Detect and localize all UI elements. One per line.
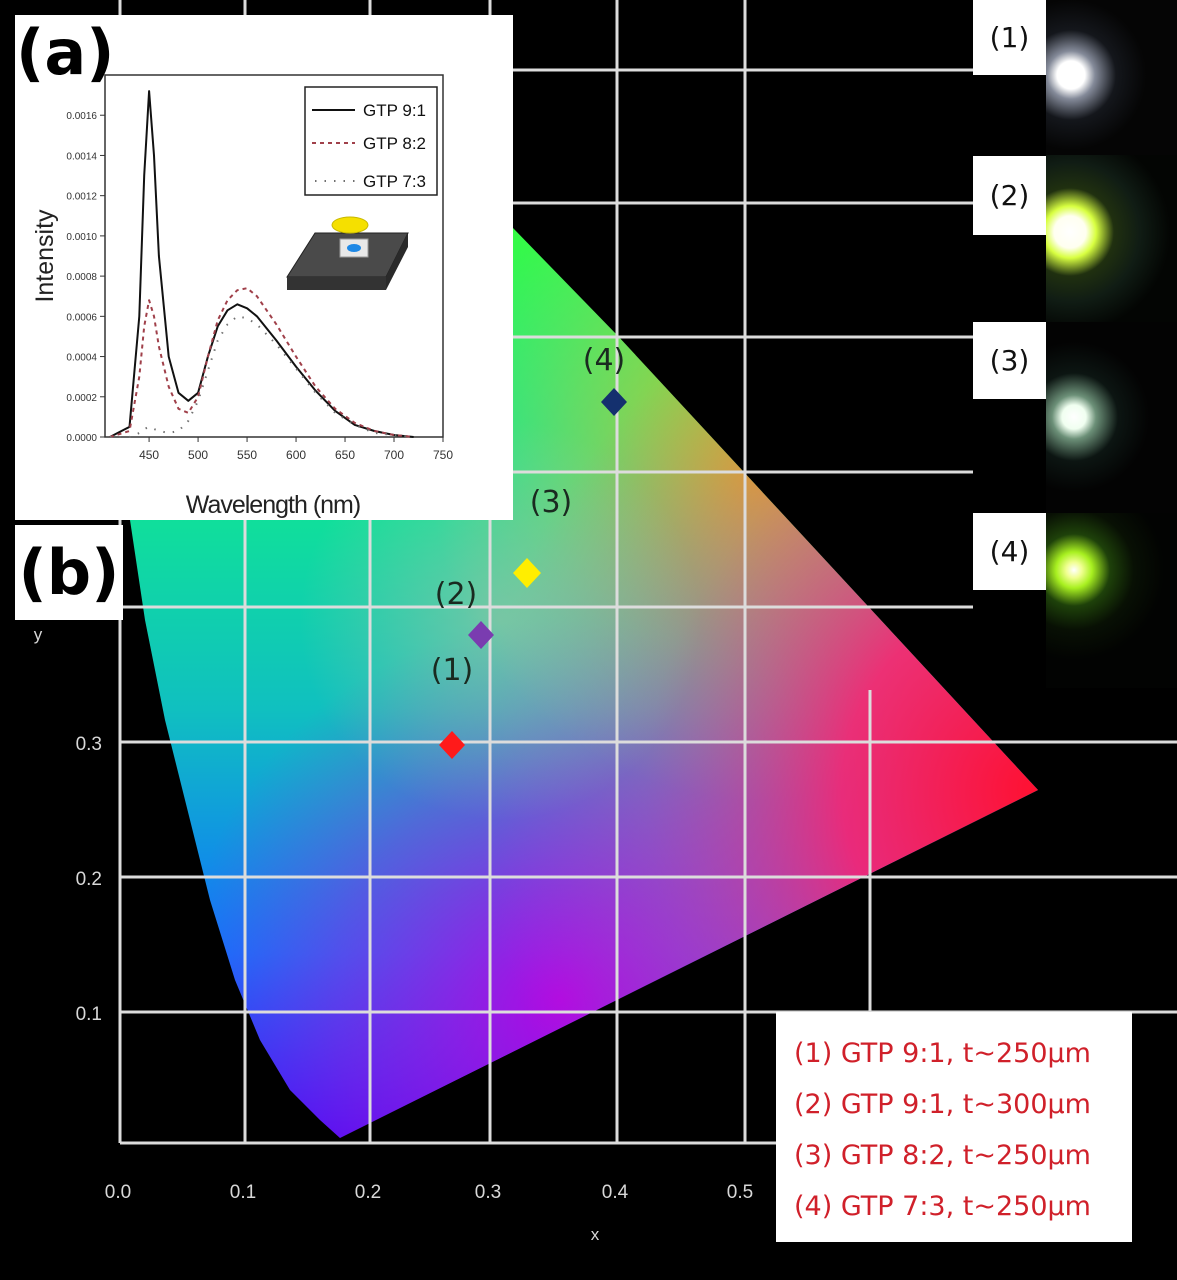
spectrum-line-3: [109, 315, 414, 438]
point-4-diamond: [601, 388, 627, 416]
led-label-4: (4): [973, 513, 1046, 590]
inset-y-label: Intensity: [31, 209, 59, 303]
sample-legend: (1) GTP 9:1, t~250μm (2) GTP 9:1, t~300μ…: [776, 1012, 1132, 1242]
spectrum-lines: [109, 90, 414, 438]
led-photo-3: [1046, 322, 1177, 513]
point-1-diamond: [439, 731, 465, 759]
point-3-label: (3): [530, 485, 573, 520]
inset-y-tick: 0.0004: [66, 353, 97, 364]
y-tick: 0.1: [76, 1004, 102, 1025]
inset-x-tick: 450: [139, 448, 159, 462]
legend-item-1: (1) GTP 9:1, t~250μm: [794, 1038, 1091, 1069]
point-4-label: (4): [583, 343, 626, 378]
x-tick: 0.2: [355, 1182, 381, 1203]
spectrum-line-2: [109, 287, 414, 438]
inset-legend-box: [304, 86, 438, 196]
x-tick: 0.3: [475, 1182, 501, 1203]
x-axis-title: x: [591, 1225, 600, 1244]
inset-y-tick: 0.0014: [66, 151, 97, 162]
x-axis: 0.0 0.1 0.2 0.3 0.4 0.5 x: [105, 1182, 753, 1244]
data-points: (1) (2) (3) (4): [431, 343, 627, 759]
y-axis: 0.1 0.2 0.3 y: [34, 625, 102, 1025]
y-axis-title: y: [34, 625, 43, 644]
inset-x-tick: 600: [286, 448, 306, 462]
spectrum-chart: 0.0000 0.0002 0.0004 0.0006 0.0008 0.0010 0.00…: [31, 74, 453, 519]
x-tick: 0.4: [602, 1182, 629, 1203]
inset-y-tick: 0.0006: [66, 312, 97, 323]
inset-y-tick: 0.0016: [66, 111, 97, 122]
point-2-diamond: [468, 621, 494, 649]
plot-frame: [104, 74, 444, 438]
inset-legend-item: GTP 8:2: [363, 134, 426, 153]
x-tick: 0.0: [105, 1182, 131, 1203]
led-label-2: (2): [973, 156, 1046, 235]
y-ticks: 0.0000 0.0002 0.0004 0.0006 0.0008 0.0010 0.00…: [66, 111, 105, 444]
led-photo-4: [1046, 513, 1177, 688]
y-tick: 0.2: [76, 869, 102, 890]
spectrum-line-1: [109, 90, 414, 438]
point-1-label: (1): [431, 653, 474, 688]
y-tick: 0.3: [76, 734, 102, 755]
led-label-3: (3): [973, 322, 1046, 399]
x-tick: 0.5: [727, 1182, 753, 1203]
led-photo-1: [1046, 0, 1177, 155]
inset-y-tick: 0.0010: [66, 232, 97, 243]
inset-legend-item: GTP 9:1: [363, 101, 426, 120]
led-label-1: (1): [973, 0, 1046, 75]
x-tick: 0.1: [230, 1182, 256, 1203]
panel-label-a: (a): [16, 16, 115, 89]
led-package-icon: [286, 216, 409, 290]
spectrum-inset: 0.0000 0.0002 0.0004 0.0006 0.0008 0.0010 0.00…: [15, 15, 513, 520]
legend-item-4: (4) GTP 7:3, t~250μm: [794, 1191, 1091, 1222]
inset-y-tick: 0.0008: [66, 272, 97, 283]
point-2-label: (2): [435, 577, 478, 612]
x-ticks: 450 500 550 600 650 700 750: [139, 437, 453, 462]
point-3-diamond: [513, 558, 541, 588]
legend-item-2: (2) GTP 9:1, t~300μm: [794, 1089, 1091, 1120]
inset-x-tick: 700: [384, 448, 404, 462]
inset-legend-item: GTP 7:3: [363, 172, 426, 191]
panel-label-b: (b): [15, 525, 123, 620]
led-photo-2: [1046, 155, 1177, 322]
inset-x-tick: 500: [188, 448, 208, 462]
inset-x-tick: 550: [237, 448, 257, 462]
legend-item-3: (3) GTP 8:2, t~250μm: [794, 1140, 1091, 1171]
inset-x-tick: 750: [433, 448, 453, 462]
inset-y-tick: 0.0002: [66, 393, 97, 404]
inset-y-tick: 0.0012: [66, 192, 97, 203]
inset-y-tick: 0.0000: [66, 433, 97, 444]
inset-x-tick: 650: [335, 448, 355, 462]
inset-x-label: Wavelength (nm): [186, 491, 360, 519]
